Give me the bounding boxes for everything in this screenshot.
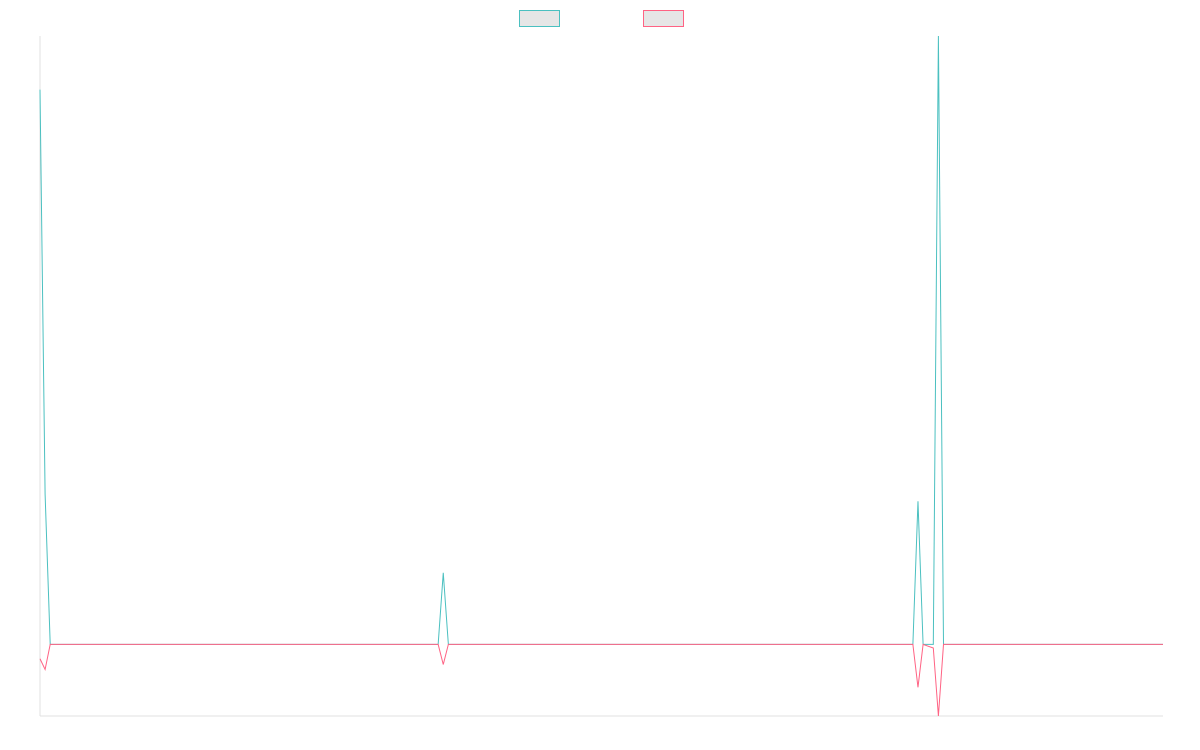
legend-swatch-2[interactable] [643,10,684,27]
series-lines [39,35,1163,717]
legend[interactable] [519,10,684,27]
axes [39,36,1163,717]
legend-swatch-1[interactable] [519,10,560,27]
series-line-2 [39,643,1163,717]
series-line-1 [39,35,1163,645]
